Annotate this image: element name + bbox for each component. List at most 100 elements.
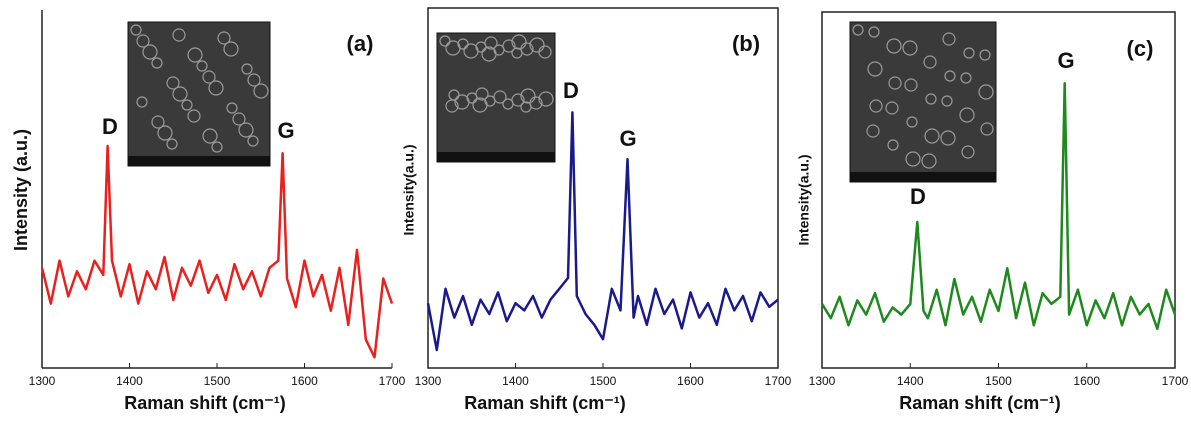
peak-label: D <box>910 184 926 209</box>
inset-particle <box>904 78 918 92</box>
inset-particle <box>472 97 488 113</box>
inset-particle <box>202 70 216 84</box>
inset-particle <box>166 138 178 150</box>
inset-particle <box>223 41 239 57</box>
panel-label: (a) <box>347 31 374 56</box>
inset-particle <box>963 47 975 59</box>
x-tick-label: 1600 <box>1073 374 1100 388</box>
inset-particle <box>493 44 505 56</box>
inset-particle <box>481 46 497 62</box>
x-tick-label: 1700 <box>1162 374 1189 388</box>
inset-particle <box>511 47 523 59</box>
inset-particle <box>130 24 142 36</box>
inset-particle <box>866 124 880 138</box>
inset-particle <box>226 102 238 114</box>
inset-particle <box>151 115 165 129</box>
x-tick-label: 1400 <box>116 374 143 388</box>
inset-particle <box>520 101 532 113</box>
x-tick-label: 1500 <box>204 374 231 388</box>
inset-particle <box>475 87 489 101</box>
x-tick-label: 1300 <box>29 374 56 388</box>
inset-particle <box>232 112 246 126</box>
inset-particle <box>885 101 899 115</box>
x-tick-label: 1300 <box>809 374 836 388</box>
inset-particle <box>136 96 148 108</box>
peak-label: D <box>563 78 579 103</box>
x-tick-label: 1400 <box>897 374 924 388</box>
x-tick-label: 1400 <box>502 374 529 388</box>
panel-label: (c) <box>1127 36 1154 61</box>
inset-particle <box>253 83 269 99</box>
inset-particle <box>136 34 150 48</box>
inset-particle <box>924 128 940 144</box>
inset-particle <box>867 61 883 77</box>
inset-particle <box>925 93 937 105</box>
inset-particle <box>157 125 173 141</box>
inset-particle <box>247 135 259 147</box>
inset-particle <box>887 139 899 151</box>
peak-label: G <box>1057 48 1074 73</box>
inset-particle <box>902 40 918 56</box>
inset-particle <box>241 63 253 75</box>
inset-particle <box>445 40 461 56</box>
inset-particle <box>238 122 254 138</box>
x-tick-label: 1300 <box>415 374 442 388</box>
y-axis-label: Intensity (a.u.) <box>11 129 31 251</box>
inset-particle <box>960 72 972 84</box>
inset-particle <box>457 38 469 50</box>
x-axis-label: Raman shift (cm⁻¹) <box>124 393 286 413</box>
inset-particle <box>944 70 956 82</box>
peak-label: G <box>277 118 294 143</box>
x-tick-label: 1700 <box>765 374 792 388</box>
inset-particle <box>187 109 201 123</box>
inset-particle <box>202 128 218 144</box>
inset-particle <box>978 84 994 100</box>
inset-particle <box>187 47 203 63</box>
inset-particle <box>445 99 459 113</box>
inset-particle <box>484 36 498 50</box>
inset-particle <box>475 41 487 53</box>
inset-particle <box>484 95 496 107</box>
peak-label: D <box>102 114 118 139</box>
y-axis-label: Intensity(a.u.) <box>796 154 812 245</box>
x-tick-label: 1600 <box>291 374 318 388</box>
inset-particle <box>869 99 883 113</box>
inset-particle <box>502 39 516 53</box>
inset-particle <box>172 86 188 102</box>
inset-particle <box>905 151 921 167</box>
inset-particle <box>538 91 554 107</box>
spectrum-line <box>426 111 779 352</box>
inset-particle <box>852 24 864 36</box>
x-tick-label: 1500 <box>985 374 1012 388</box>
inset-particle <box>511 93 525 107</box>
inset-particle <box>208 80 224 96</box>
spectrum-line <box>40 144 394 359</box>
inset-particle <box>979 49 991 61</box>
inset-particle <box>172 28 186 42</box>
inset-particle <box>868 26 880 38</box>
peak-label: G <box>619 126 636 151</box>
x-tick-label: 1600 <box>677 374 704 388</box>
x-tick-label: 1700 <box>379 374 406 388</box>
inset-particle <box>906 116 918 128</box>
inset-particle <box>923 55 937 69</box>
inset-particle <box>529 96 543 110</box>
inset-particle <box>217 31 231 45</box>
inset-particle <box>502 98 514 110</box>
inset-scalebar <box>437 152 555 162</box>
inset-particle <box>941 95 953 107</box>
x-axis-label: Raman shift (cm⁻¹) <box>899 393 1061 413</box>
inset-particle <box>888 76 902 90</box>
inset-particle <box>961 145 975 159</box>
inset-particle <box>466 92 478 104</box>
inset-scalebar <box>128 156 270 166</box>
inset-particle <box>493 90 507 104</box>
inset-particle <box>166 76 180 90</box>
inset-particle <box>520 42 534 56</box>
panel-label: (b) <box>732 31 760 56</box>
inset-particle <box>454 94 470 110</box>
inset-particle <box>529 37 545 53</box>
inset-particle <box>538 45 552 59</box>
inset-particle <box>151 57 163 69</box>
spectrum-line <box>820 81 1177 331</box>
